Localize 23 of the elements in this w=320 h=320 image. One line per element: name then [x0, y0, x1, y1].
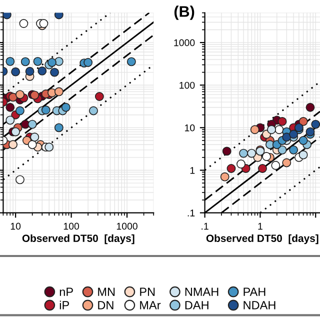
legend-label: DN [98, 301, 114, 310]
x-tick-label: 10 [10, 222, 21, 230]
legend-label: MAr [140, 301, 161, 310]
y-tick-label: 10 [185, 124, 195, 132]
x-axis-title: Observed DT50 [days] [206, 234, 318, 244]
x-axis-title: Observed DT50 [days] [22, 234, 134, 244]
x-tick-label: .1 [202, 222, 208, 230]
legend-label: NMAH [185, 288, 218, 296]
x-tick-label: 100 [64, 222, 80, 230]
y-tick-label: 100 [180, 82, 195, 89]
legend-label: PAH [244, 288, 266, 296]
legend-label: NDAH [244, 301, 276, 310]
legend-label: PN [140, 288, 155, 296]
legend-label: iP [60, 300, 69, 310]
y-tick-label: 1000 [174, 39, 195, 46]
y-tick-label: 1 [190, 167, 195, 174]
x-tick-label: 1 [258, 222, 262, 230]
chart-title: (B) [174, 6, 194, 20]
legend-label: DAH [185, 301, 208, 310]
legend-label: nP [60, 288, 73, 296]
legend-label: MN [98, 288, 115, 296]
y-tick-label: .1 [188, 210, 195, 216]
x-tick-label: 1000 [116, 222, 138, 230]
